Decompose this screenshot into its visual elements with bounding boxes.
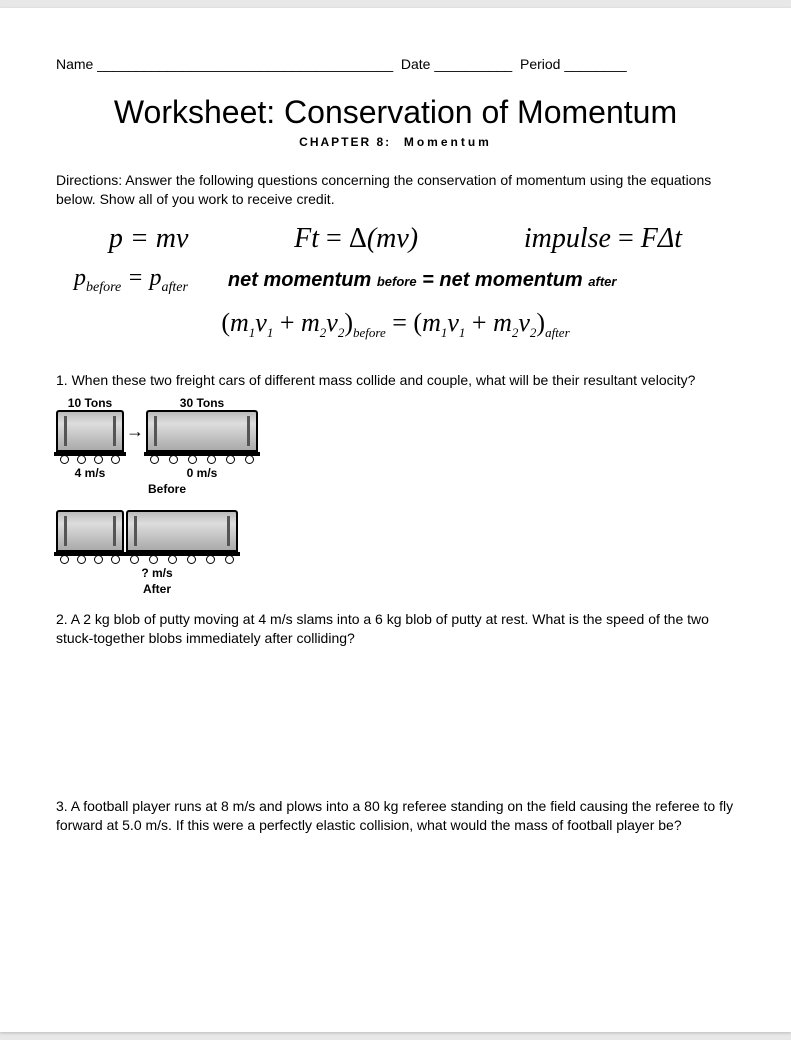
equation-row-2: pbefore = pafter net momentum before = n… <box>56 265 735 296</box>
velocity-arrow-icon: → <box>126 421 144 442</box>
equation-row-3: (m1v1 + m2v2)before = (m1v1 + m2v2)after <box>56 308 735 341</box>
after-speed-label: ? m/s <box>56 566 258 580</box>
worksheet-title: Worksheet: Conservation of Momentum <box>56 94 735 131</box>
car2-speed-label: 0 m/s <box>146 466 258 480</box>
worksheet-subtitle: CHAPTER 8: Momentum <box>56 135 735 149</box>
period-field: Period ________ <box>520 56 627 72</box>
car1-speed-label: 4 m/s <box>56 466 124 480</box>
topic-label: Momentum <box>404 135 492 149</box>
header-fields: Name ___________________________________… <box>56 56 735 72</box>
before-caption: Before <box>56 482 278 496</box>
question-1: 1. When these two freight cars of differ… <box>56 371 735 390</box>
after-scene: ? m/s After <box>56 510 258 596</box>
worksheet-page: { "header": { "name_label": "Name ______… <box>0 8 791 1032</box>
freight-car-2 <box>146 410 258 464</box>
after-caption: After <box>56 582 258 596</box>
question-3: 3. A football player runs at 8 m/s and p… <box>56 797 735 835</box>
freight-car-1-after <box>56 510 124 564</box>
eq-impulse-ft: impulse = FΔt <box>524 223 682 255</box>
car2-mass-label: 30 Tons <box>146 396 258 410</box>
freight-car-diagram: 10 Tons 30 Tons → 4 m/s <box>56 396 735 596</box>
date-field: Date __________ <box>401 56 512 72</box>
chapter-label: CHAPTER 8: <box>299 135 391 149</box>
directions-text: Directions: Answer the following questio… <box>56 171 735 209</box>
equation-row-1: p = mv Ft = Δ(mv) impulse = FΔt <box>56 223 735 255</box>
freight-car-1 <box>56 410 124 464</box>
eq-net-momentum: net momentum before = net momentum after <box>228 269 617 292</box>
car1-mass-label: 10 Tons <box>56 396 124 410</box>
eq-impulse-momentum: Ft = Δ(mv) <box>294 223 418 255</box>
before-scene: 10 Tons 30 Tons → 4 m/s <box>56 396 278 496</box>
freight-car-2-after <box>126 510 238 564</box>
question-2: 2. A 2 kg blob of putty moving at 4 m/s … <box>56 610 735 648</box>
name-field: Name ___________________________________… <box>56 56 393 72</box>
eq-p-before-after: pbefore = pafter <box>74 265 188 296</box>
eq-p-mv: p = mv <box>109 223 189 255</box>
